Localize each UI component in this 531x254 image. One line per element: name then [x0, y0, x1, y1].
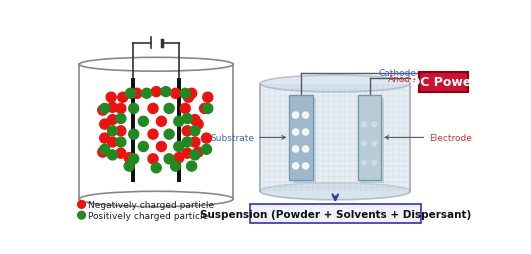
Circle shape [174, 117, 184, 127]
Circle shape [183, 93, 193, 103]
Circle shape [98, 148, 108, 157]
Circle shape [174, 153, 184, 163]
Circle shape [148, 104, 158, 114]
Ellipse shape [260, 183, 410, 200]
Circle shape [190, 126, 200, 136]
Text: Anode: Anode [388, 74, 416, 83]
Circle shape [203, 104, 213, 114]
Circle shape [118, 93, 128, 103]
Text: DC Power: DC Power [410, 76, 477, 89]
Circle shape [107, 115, 117, 125]
Circle shape [200, 104, 210, 114]
Circle shape [151, 87, 161, 97]
Circle shape [148, 154, 158, 164]
Circle shape [161, 87, 171, 97]
Circle shape [124, 153, 134, 163]
Circle shape [151, 163, 161, 173]
Circle shape [78, 201, 85, 209]
Circle shape [129, 130, 139, 140]
Circle shape [193, 148, 203, 157]
Circle shape [106, 93, 116, 103]
Circle shape [362, 161, 366, 165]
Circle shape [107, 137, 117, 147]
Circle shape [100, 145, 110, 155]
Circle shape [293, 130, 299, 136]
FancyBboxPatch shape [250, 204, 421, 223]
Circle shape [303, 146, 309, 152]
Circle shape [125, 89, 135, 99]
Circle shape [132, 89, 142, 99]
Circle shape [129, 154, 139, 164]
Bar [293, 99, 315, 183]
Circle shape [157, 142, 166, 152]
Circle shape [180, 89, 190, 99]
Circle shape [170, 89, 181, 99]
Circle shape [142, 89, 151, 99]
Circle shape [293, 146, 299, 152]
Text: Electrode: Electrode [385, 133, 472, 142]
Circle shape [107, 103, 117, 113]
Bar [131, 79, 135, 182]
Circle shape [203, 93, 213, 103]
Circle shape [116, 104, 126, 114]
Circle shape [190, 115, 200, 125]
Circle shape [182, 114, 192, 124]
Circle shape [100, 104, 110, 114]
Circle shape [293, 163, 299, 169]
Bar [289, 96, 313, 180]
Circle shape [116, 149, 126, 158]
Circle shape [107, 150, 117, 160]
Circle shape [362, 142, 366, 146]
Circle shape [100, 134, 110, 144]
Circle shape [362, 122, 366, 127]
Circle shape [124, 162, 134, 171]
Circle shape [107, 126, 117, 136]
Text: Negatively charged particle: Negatively charged particle [88, 200, 214, 209]
Circle shape [164, 130, 174, 140]
Circle shape [78, 212, 85, 219]
Circle shape [148, 130, 158, 140]
Circle shape [116, 126, 126, 136]
Circle shape [164, 154, 174, 164]
Circle shape [100, 120, 110, 130]
Circle shape [190, 150, 200, 160]
Circle shape [182, 149, 192, 158]
Circle shape [182, 137, 192, 147]
Circle shape [201, 145, 211, 155]
Circle shape [174, 142, 184, 152]
Circle shape [116, 137, 126, 147]
Circle shape [190, 137, 200, 147]
Circle shape [164, 104, 174, 114]
Circle shape [139, 142, 148, 152]
Circle shape [303, 113, 309, 119]
Circle shape [180, 104, 190, 114]
Bar [361, 99, 384, 183]
Ellipse shape [260, 76, 410, 93]
Bar [260, 84, 410, 192]
Circle shape [170, 162, 181, 171]
Circle shape [372, 122, 376, 127]
Circle shape [129, 104, 139, 114]
Circle shape [303, 130, 309, 136]
Circle shape [372, 161, 376, 165]
Circle shape [187, 162, 196, 171]
Circle shape [303, 163, 309, 169]
Text: Positively charged particle: Positively charged particle [88, 211, 208, 220]
Circle shape [193, 120, 203, 130]
Bar [358, 96, 381, 180]
Text: Substrate: Substrate [210, 133, 286, 142]
Circle shape [187, 89, 196, 99]
Circle shape [98, 106, 108, 116]
Text: Suspension (Powder + Solvents + Dispersant): Suspension (Powder + Solvents + Dispersa… [200, 209, 471, 219]
Text: Cathode: Cathode [379, 69, 416, 78]
Bar [177, 79, 181, 182]
FancyBboxPatch shape [419, 73, 468, 93]
Circle shape [157, 117, 166, 127]
Circle shape [139, 117, 148, 127]
Circle shape [116, 114, 126, 124]
Circle shape [372, 142, 376, 146]
Circle shape [201, 134, 211, 144]
Circle shape [182, 126, 192, 136]
Circle shape [293, 113, 299, 119]
